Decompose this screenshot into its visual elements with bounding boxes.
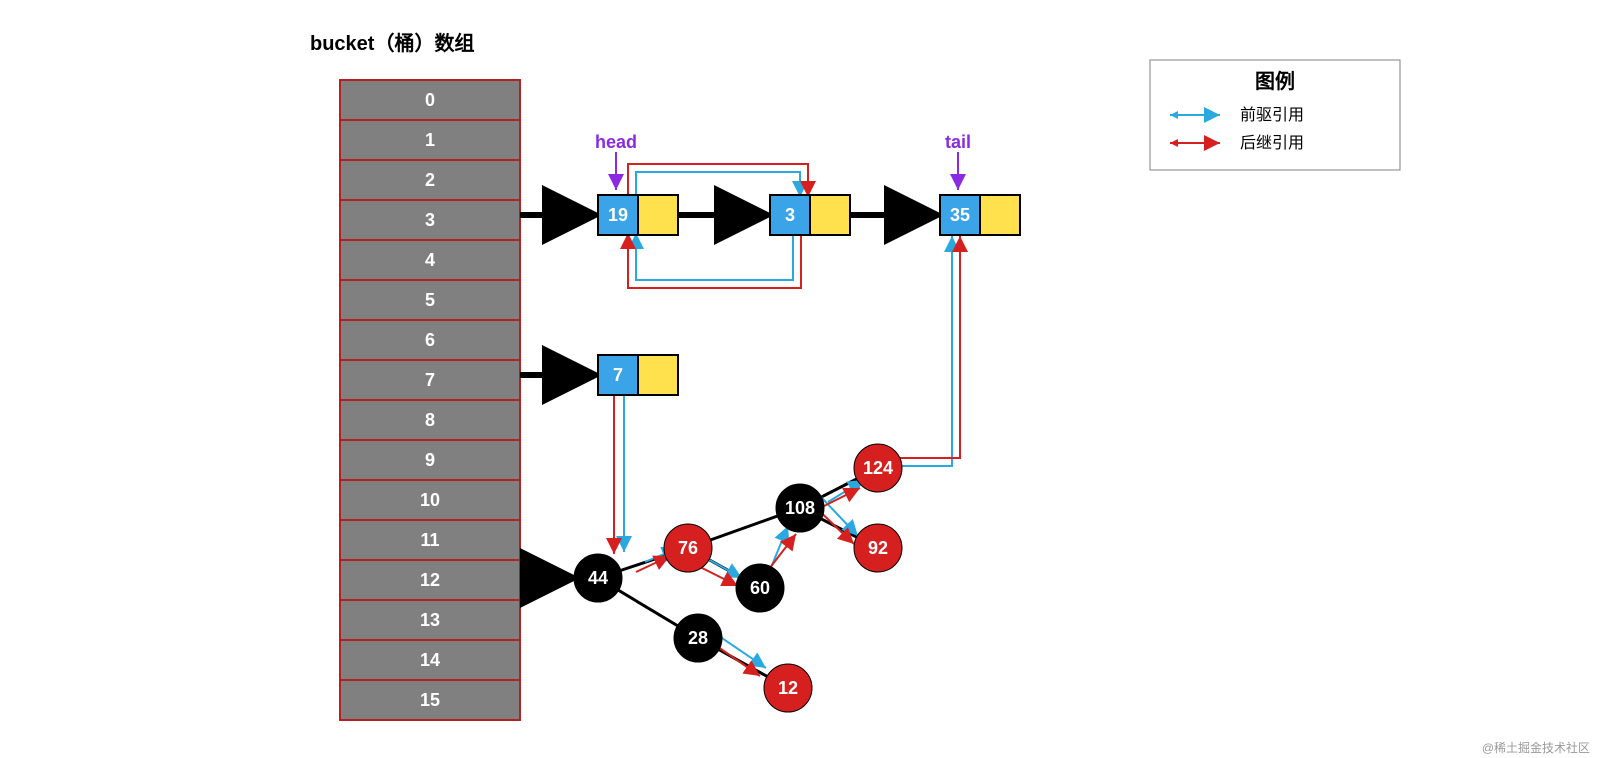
bucket-cell-label: 1 <box>425 130 435 150</box>
bucket-cell-label: 6 <box>425 330 435 350</box>
legend-item-label: 后继引用 <box>1240 134 1304 152</box>
tree-node-label: 44 <box>588 568 608 588</box>
bucket-cell-label: 15 <box>420 690 440 710</box>
list-node-label: 35 <box>950 205 970 225</box>
prev-link <box>636 233 793 280</box>
legend-title: 图例 <box>1255 69 1295 93</box>
tree-node-label: 124 <box>863 458 893 478</box>
bucket-cell-label: 14 <box>420 650 440 670</box>
bucket-cell-label: 9 <box>425 450 435 470</box>
bucket-cell-label: 12 <box>420 570 440 590</box>
bucket-cell-label: 8 <box>425 410 435 430</box>
bucket-cell-label: 10 <box>420 490 440 510</box>
succ-link <box>892 236 960 458</box>
succ-link <box>628 164 808 197</box>
bucket-cell-label: 11 <box>420 530 439 550</box>
prev-link <box>706 558 742 578</box>
tree-node-label: 60 <box>750 578 770 598</box>
prev-link <box>900 236 952 466</box>
bucket-cell-label: 7 <box>425 370 435 390</box>
bucket-cell-label: 13 <box>420 610 440 630</box>
list-node-value <box>638 195 678 235</box>
bucket-title: bucket（桶）数组 <box>310 31 474 55</box>
tail-label: tail <box>945 132 971 152</box>
succ-link <box>698 566 738 586</box>
diagram-canvas: 0123456789101112131415 193357 4428127660… <box>0 0 1600 758</box>
tree-node-label: 12 <box>778 678 798 698</box>
succ-link <box>820 488 860 508</box>
list-node-value <box>638 355 678 395</box>
tree-node-label: 76 <box>678 538 698 558</box>
head-label: head <box>595 132 637 152</box>
legend-item-label: 前驱引用 <box>1240 106 1304 124</box>
watermark-text: @稀土掘金技术社区 <box>1482 740 1590 755</box>
list-node-label: 3 <box>785 205 795 225</box>
tree-node-label: 108 <box>785 498 815 518</box>
bucket-cell-label: 2 <box>425 170 435 190</box>
list-node-value <box>810 195 850 235</box>
list-node-label: 19 <box>608 205 628 225</box>
bucket-cell-label: 0 <box>425 90 435 110</box>
prev-link <box>636 172 800 197</box>
list-node-label: 7 <box>613 365 623 385</box>
bucket-cell-label: 4 <box>425 250 435 270</box>
list-node-value <box>980 195 1020 235</box>
tree-node-label: 28 <box>688 628 708 648</box>
tree-node-label: 92 <box>868 538 888 558</box>
bucket-cell-label: 5 <box>425 290 435 310</box>
bucket-cell-label: 3 <box>425 210 435 230</box>
